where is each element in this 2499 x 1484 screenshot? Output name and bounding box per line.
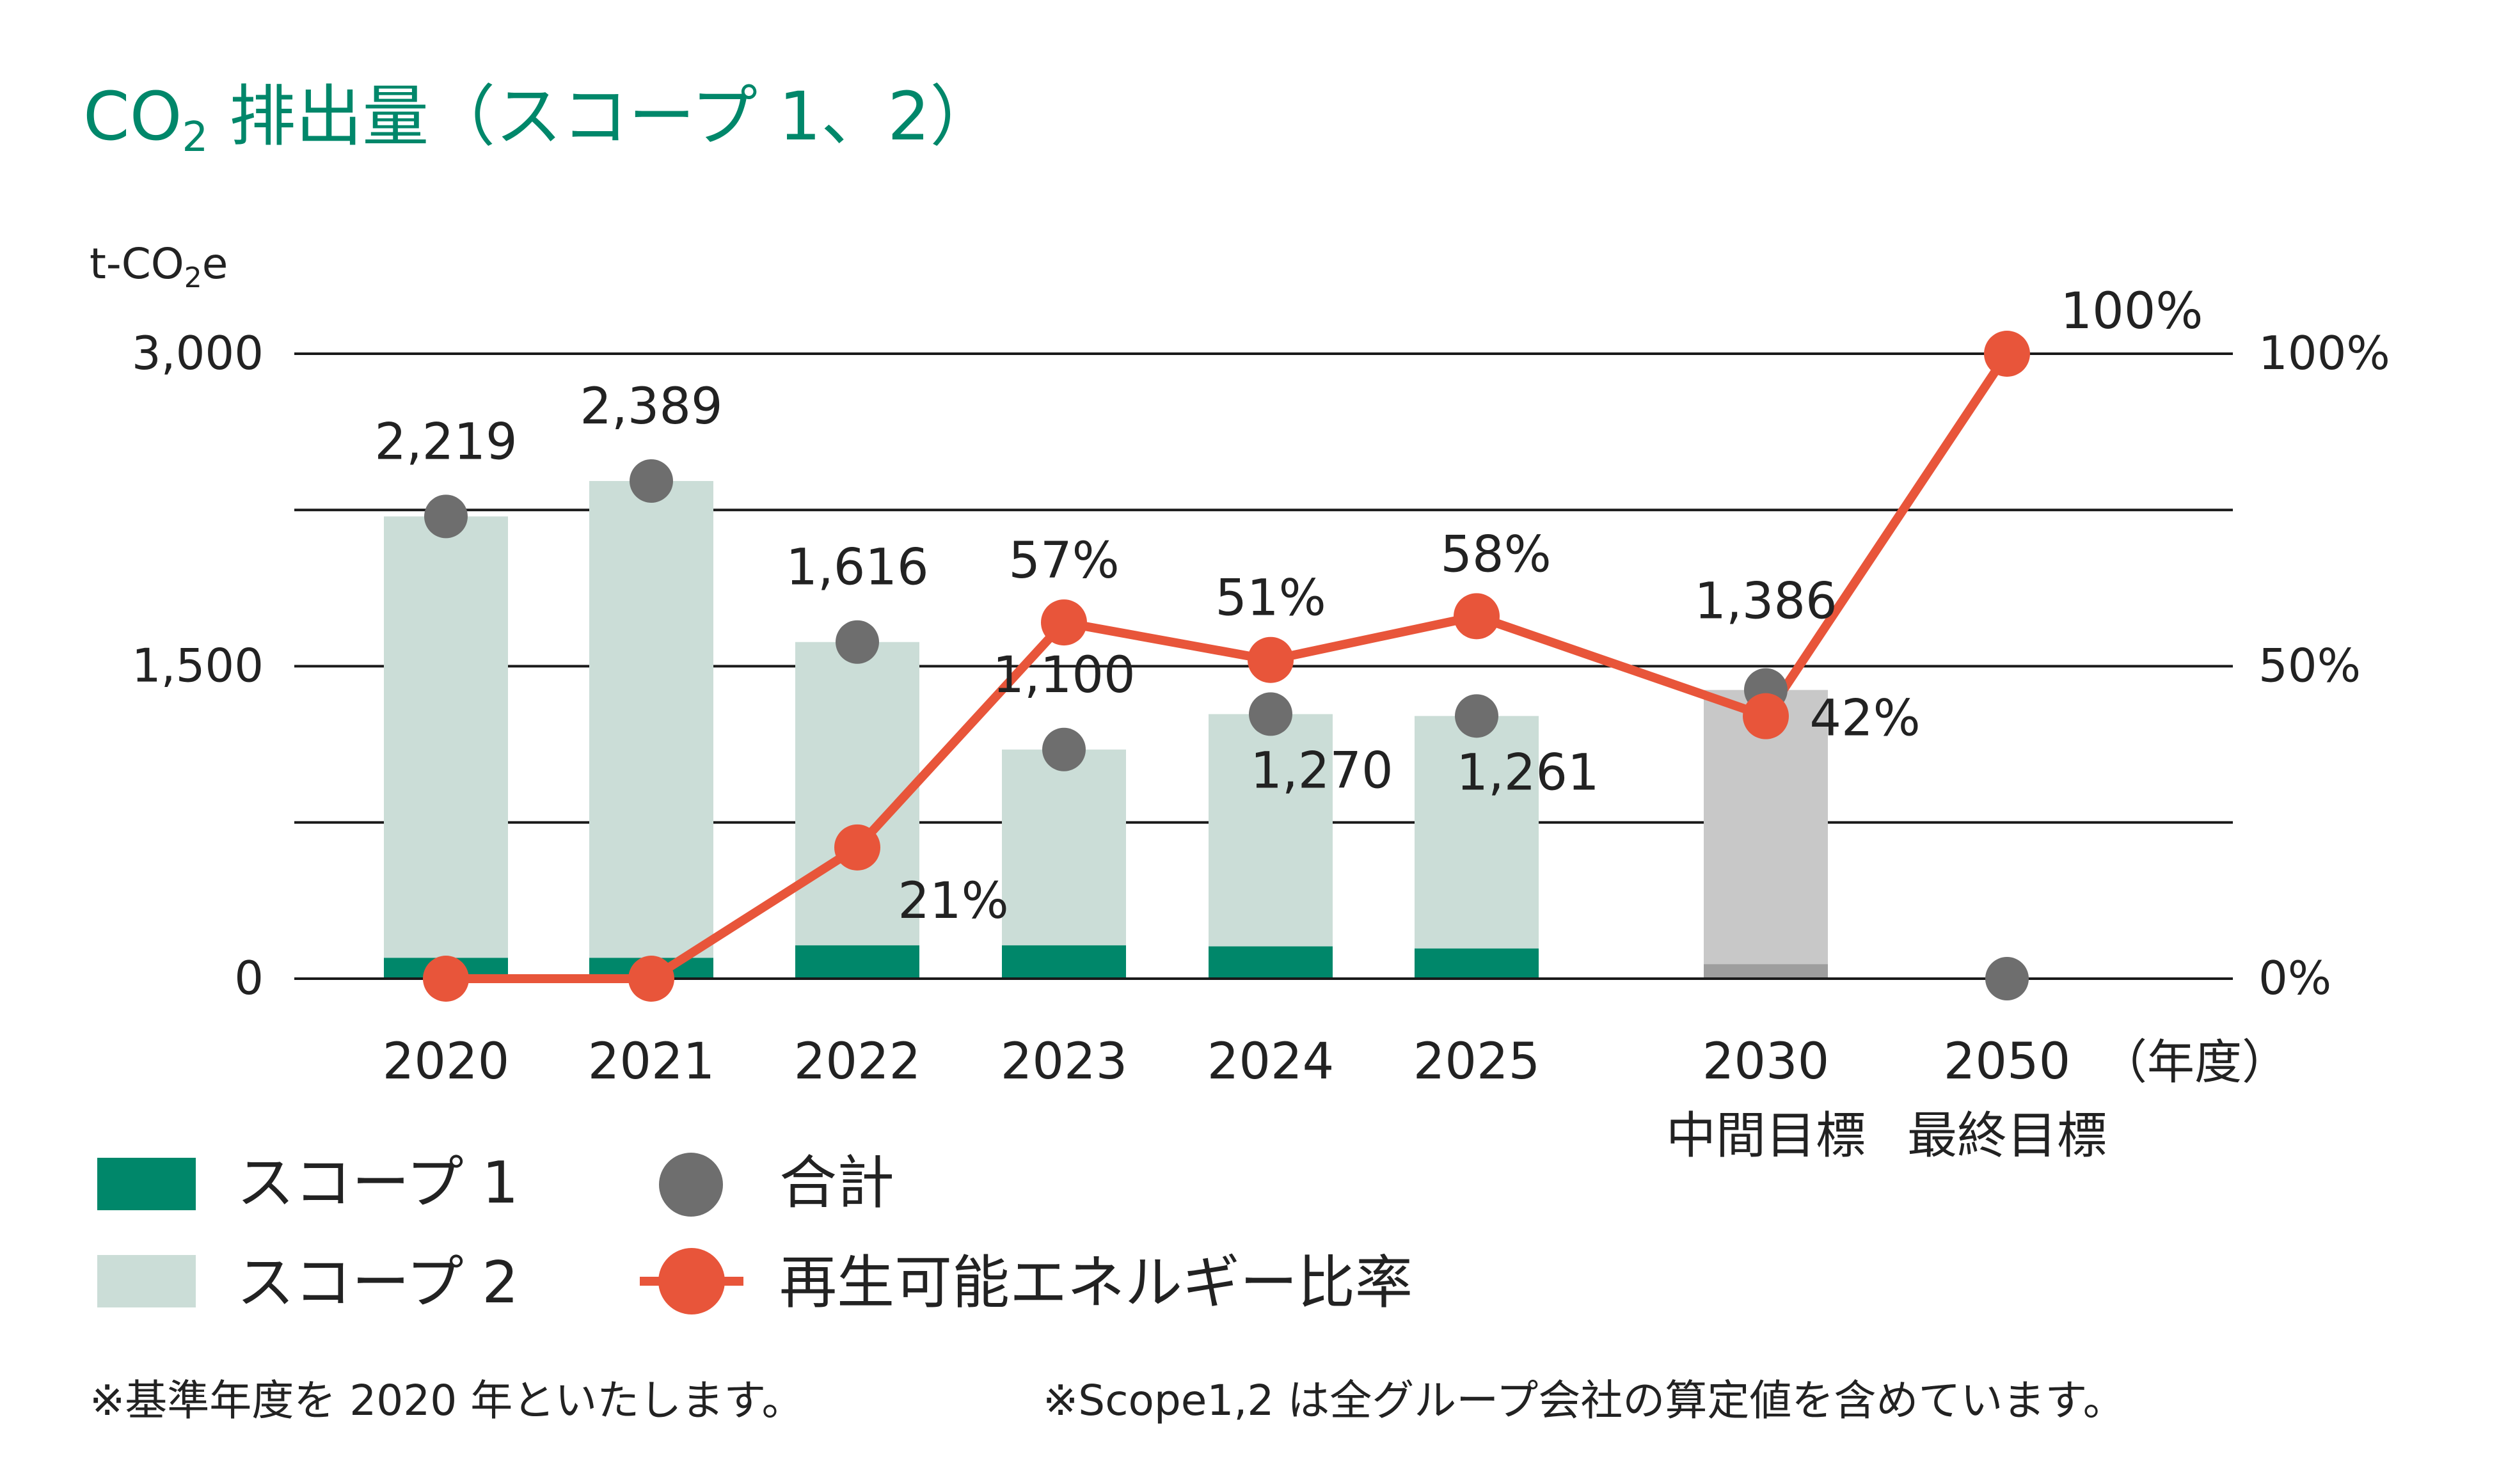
total-marker xyxy=(1455,694,1498,738)
x-tick-label: 2024 xyxy=(1207,1033,1335,1091)
total-value-label: 1,261 xyxy=(1456,744,1599,801)
total-marker xyxy=(1042,727,1086,771)
total-marker xyxy=(836,620,879,664)
x-axis-labels: 2020 2021 2022 2023 2024 2025 2030 中間目標 2050 最終目標… xyxy=(383,1033,2289,1165)
x-tick-sublabel: 中間目標 xyxy=(1666,1107,1866,1165)
total-value-label: 2,219 xyxy=(374,413,517,471)
bars xyxy=(294,480,2233,980)
bar-scope2 xyxy=(1002,749,1126,945)
renewable-marker xyxy=(1454,593,1500,640)
total-marker xyxy=(424,494,468,539)
renewable-value-label: 58% xyxy=(1440,526,1551,583)
legend-swatch-scope1 xyxy=(97,1158,196,1210)
total-value-label: 1,270 xyxy=(1250,742,1393,800)
bar-scope2 xyxy=(1209,714,1333,947)
right-tick-label: 100% xyxy=(2258,326,2390,380)
total-marker xyxy=(1985,957,2029,1000)
legend-label-total: 合計 xyxy=(779,1149,894,1217)
bar-scope1 xyxy=(1002,945,1126,979)
renewable-marker xyxy=(423,956,469,1002)
total-markers xyxy=(423,331,2030,1002)
renewable-marker xyxy=(1248,636,1294,683)
legend-marker-renewable xyxy=(658,1248,725,1314)
x-tick-label: 2050 xyxy=(1944,1033,2071,1091)
bar-scope1 xyxy=(1704,964,1828,979)
renewable-marker xyxy=(1743,693,1789,739)
total-marker xyxy=(630,459,673,503)
renewable-polyline xyxy=(446,351,2011,983)
legend-label-renewable: 再生可能エネルギー比率 xyxy=(779,1249,1413,1316)
total-marker xyxy=(1249,692,1292,736)
x-tick-sublabel: 最終目標 xyxy=(1907,1107,2107,1165)
bar-scope2 xyxy=(384,516,508,958)
x-axis-unit-label: （年度） xyxy=(2100,1035,2289,1090)
y-axis-unit-label: t-CO2e xyxy=(90,239,228,294)
x-tick-label: 2025 xyxy=(1413,1033,1541,1091)
bar-scope1 xyxy=(1209,946,1333,979)
footnote-scope: ※Scope1,2 は全グループ会社の算定値を含めています。 xyxy=(1043,1376,2125,1425)
right-tick-label: 50% xyxy=(2258,639,2361,693)
left-tick-label: 0 xyxy=(234,951,264,1005)
renewable-line xyxy=(446,351,2011,983)
total-value-label: 1,616 xyxy=(786,539,928,597)
left-tick-label: 3,000 xyxy=(132,326,264,380)
renewable-value-label: 100% xyxy=(2061,283,2203,340)
title-subscript: 2 xyxy=(182,114,208,161)
renewable-value-label: 57% xyxy=(1008,532,1119,590)
bar-scope2 xyxy=(589,480,713,958)
chart-title: CO2 排出量（スコープ 1、2） xyxy=(83,77,996,161)
left-tick-label: 1,500 xyxy=(132,639,264,693)
footnote-base-year: ※基準年度を 2020 年といたします。 xyxy=(90,1376,804,1425)
renewable-marker xyxy=(1984,331,2030,377)
x-tick-label: 2020 xyxy=(383,1033,510,1091)
bar-scope2 xyxy=(795,642,919,945)
total-value-label: 2,389 xyxy=(580,378,722,436)
x-tick-label: 2022 xyxy=(794,1033,921,1091)
total-value-label: 1,386 xyxy=(1694,573,1837,631)
bar-scope1 xyxy=(795,945,919,979)
renewable-value-label: 21% xyxy=(898,872,1008,930)
legend-swatch-scope2 xyxy=(97,1255,196,1307)
data-labels: 2,219 2,389 1,616 1,100 1,270 1,261 1,386 21% 57… xyxy=(374,283,2203,930)
right-axis-ticks: 0% 50% 100% xyxy=(2258,326,2390,1005)
x-tick-label: 2030 xyxy=(1702,1033,1830,1091)
renewable-marker xyxy=(628,956,674,1002)
legend-label-scope2: スコープ 2 xyxy=(237,1249,518,1316)
renewable-value-label: 51% xyxy=(1215,570,1326,628)
renewable-marker xyxy=(1041,599,1087,646)
legend-label-scope1: スコープ 1 xyxy=(237,1149,518,1217)
x-tick-label: 2021 xyxy=(588,1033,715,1091)
renewable-value-label: 42% xyxy=(1809,690,1920,748)
total-value-label: 1,100 xyxy=(992,647,1135,704)
renewable-marker xyxy=(834,824,880,871)
bar-scope1 xyxy=(1415,948,1539,979)
left-axis-ticks: 0 1,500 3,000 xyxy=(132,326,264,1005)
legend-marker-total xyxy=(659,1153,723,1217)
bar-scope2 xyxy=(1415,716,1539,949)
title-rest: 排出量（スコープ 1、2） xyxy=(208,77,996,155)
right-tick-label: 0% xyxy=(2258,951,2331,1005)
x-tick-label: 2023 xyxy=(1001,1033,1128,1091)
title-main: CO xyxy=(83,77,182,155)
